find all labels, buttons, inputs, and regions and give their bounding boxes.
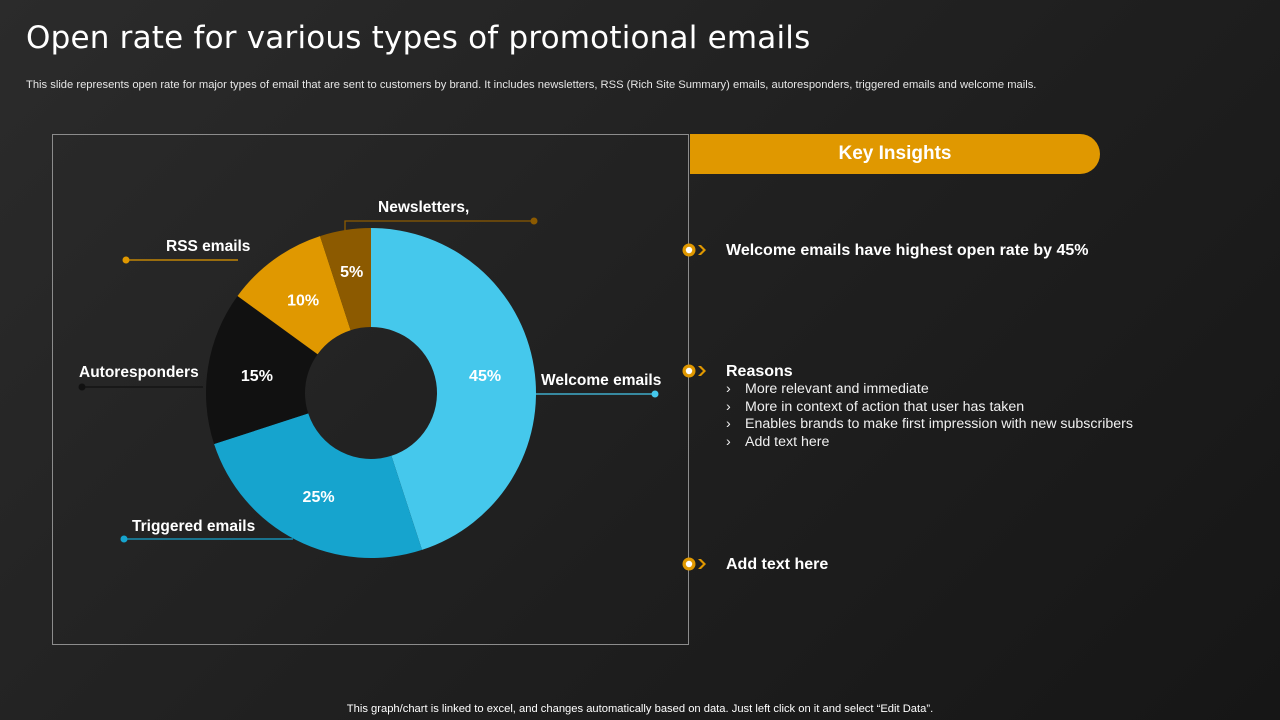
- donut-slice-newsletters: [320, 228, 371, 331]
- reason-text: More relevant and immediate: [745, 381, 929, 397]
- reason-text: More in context of action that user has …: [745, 398, 1025, 415]
- key-insights-header: Key Insights: [690, 134, 1100, 174]
- bullet-icon: [682, 364, 706, 378]
- category-label: Autoresponders: [79, 364, 199, 381]
- list-item: › More relevant and immediate: [726, 381, 1133, 399]
- reason-text: Enables brands to make first impression …: [745, 416, 1133, 433]
- page-subtitle: This slide represents open rate for majo…: [26, 79, 1037, 91]
- callout-dot: [122, 256, 130, 264]
- page-title: Open rate for various types of promotion…: [26, 20, 811, 56]
- slice-value-label: 25%: [303, 489, 335, 506]
- key-insights-title: Key Insights: [838, 143, 952, 164]
- callout-line: [344, 220, 534, 237]
- category-label: RSS emails: [166, 238, 250, 255]
- donut-slice-autoresponders: [205, 296, 318, 444]
- reason-text: Add text here: [745, 433, 830, 450]
- donut-slice-rss-emails: [237, 236, 351, 355]
- chevron-right-icon: ›: [726, 381, 731, 397]
- chevron-right-icon: ›: [726, 416, 731, 433]
- donut-chart: 45% Welcome emails 25% Triggered emails 15% A…: [78, 199, 661, 558]
- donut-slice-triggered-emails: [214, 413, 422, 558]
- category-label: Newsletters,: [378, 199, 469, 216]
- insight-2-text: Reasons: [726, 363, 793, 380]
- chart-frame: 45% Welcome emails 25% Triggered emails 15% A…: [52, 134, 689, 645]
- footer-note: This graph/chart is linked to excel, and…: [346, 703, 934, 715]
- list-item: › Enables brands to make first impression…: [726, 416, 1133, 434]
- slice-value-label: 45%: [469, 368, 501, 385]
- slice-value-label: 15%: [241, 368, 273, 385]
- list-item: › Add text here: [726, 434, 1133, 452]
- list-item: › More in context of action that user has…: [726, 399, 1133, 417]
- slice-value-label: 10%: [287, 293, 319, 310]
- reasons-list: › More relevant and immediate › More in co…: [726, 381, 1133, 451]
- insight-1-text: Welcome emails have highest open rate by…: [726, 242, 1089, 259]
- slice-value-label: 5%: [340, 264, 363, 281]
- insight-3-text: Add text here: [726, 556, 829, 573]
- callout-dot: [78, 383, 86, 391]
- chevron-right-icon: ›: [726, 433, 731, 450]
- callout-dot: [651, 390, 659, 398]
- callout-dot: [120, 535, 128, 543]
- callout-dot: [530, 217, 538, 225]
- category-label: Welcome emails: [541, 372, 661, 389]
- category-label: Triggered emails: [132, 518, 255, 535]
- chevron-right-icon: ›: [726, 398, 731, 415]
- donut-slice-welcome-emails: [371, 228, 536, 550]
- bullet-icon: [682, 243, 706, 257]
- bullet-icon: [682, 557, 706, 571]
